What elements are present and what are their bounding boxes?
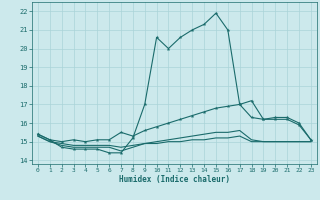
X-axis label: Humidex (Indice chaleur): Humidex (Indice chaleur): [119, 175, 230, 184]
